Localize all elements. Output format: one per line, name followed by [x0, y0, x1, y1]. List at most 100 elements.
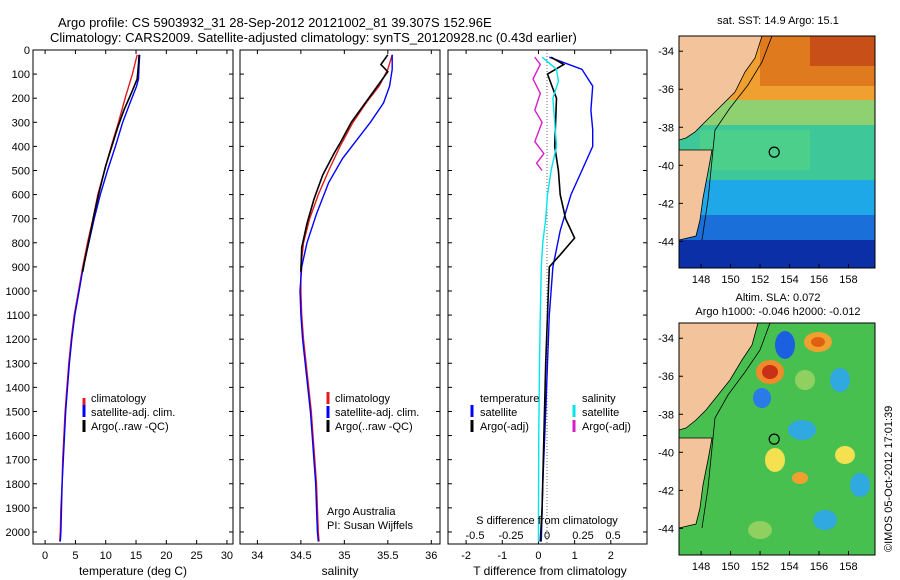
depth-tick-label: 600: [12, 190, 30, 202]
lat-tick-label: -42: [658, 198, 674, 210]
depth-tick-label: 100: [12, 69, 30, 81]
x-tick-label: -2: [461, 550, 471, 562]
temperature-xlabel: temperature (deg C): [79, 564, 187, 578]
legend-satellite-label: satellite-adj. clim.: [91, 407, 175, 419]
x-tick-label: 36: [425, 550, 437, 562]
legend-s-argo-label: Argo(-adj): [582, 421, 631, 433]
lat-tick-label: -34: [658, 333, 674, 345]
depth-tick-label: 800: [12, 238, 30, 250]
salinity-axes: [239, 49, 441, 545]
sst-map-axes: [678, 35, 876, 269]
t-difference-xlabel: T difference from climatology: [473, 564, 627, 578]
x-tick-label: 15: [130, 550, 142, 562]
depth-tick-label: 1900: [6, 503, 30, 515]
difference-panel: -2 -1 0 1 2 -0.5 -0.25 0 0.25 0.5 temperature sa…: [447, 49, 648, 578]
s-tick-label: -0.25: [498, 530, 523, 542]
imos-side-label: ©IMOS 05-Oct-2012 17:01:39: [883, 406, 895, 552]
temperature-legend: climatology satellite-adj. clim. Argo(..…: [82, 393, 175, 433]
depth-tick-label: 300: [12, 117, 30, 129]
x-tick-label: 5: [72, 550, 78, 562]
sst-land: [679, 36, 763, 141]
lon-tick-label: 152: [751, 274, 769, 286]
series-line-argo-raw-qc-: [81, 54, 140, 272]
lon-tick-label: 158: [839, 274, 857, 286]
legend-climatology-label: climatology: [335, 393, 391, 405]
x-tick-label: -1: [497, 550, 507, 562]
depth-tick-label: 1300: [6, 358, 30, 370]
lat-tick-label: -38: [658, 122, 674, 134]
depth-tick-label: 1700: [6, 455, 30, 467]
lon-tick-label: 152: [751, 561, 769, 573]
x-tick-label: 1: [572, 550, 578, 562]
lat-tick-label: -44: [658, 523, 674, 535]
salinity-profiles: [299, 54, 393, 542]
series-line-s-satellite: [537, 56, 560, 542]
s-difference-ticks: -0.5 -0.25 0 0.25 0.5: [466, 530, 621, 542]
x-tick-label: 34.5: [290, 550, 311, 562]
t-difference-ticks: -2 -1 0 1 2: [461, 50, 614, 562]
x-tick-label: 25: [191, 550, 203, 562]
lon-tick-label: 150: [721, 274, 739, 286]
x-tick-label: 35.5: [377, 550, 398, 562]
depth-tick-label: 1500: [6, 406, 30, 418]
sst-land-south: [679, 149, 713, 241]
depth-tick-label: 1100: [6, 310, 30, 322]
depth-tick-label: 1400: [6, 382, 30, 394]
lat-tick-label: -36: [658, 371, 674, 383]
lat-tick-label: -38: [658, 409, 674, 421]
x-tick-label: 35: [338, 550, 350, 562]
depth-tick-label: 1000: [6, 286, 30, 298]
legend-temperature-title: temperature: [480, 393, 539, 405]
lon-tick-label: 148: [692, 274, 710, 286]
difference-axes: [447, 49, 648, 545]
legend-salinity-title: salinity: [582, 393, 616, 405]
lat-tick-label: -40: [658, 160, 674, 172]
x-tick-label: 0: [42, 550, 48, 562]
depth-tick-label: 700: [12, 214, 30, 226]
legend-t-satellite-label: satellite: [480, 407, 517, 419]
series-line-climatology: [59, 54, 138, 542]
sst-map-title: sat. SST: 14.9 Argo: 15.1: [717, 15, 839, 27]
lat-tick-label: -36: [658, 84, 674, 96]
depth-tick-label: 500: [12, 165, 30, 177]
legend-argo-label: Argo(..raw -QC): [335, 421, 413, 433]
sla-map-title: Altim. SLA: 0.072: [736, 292, 821, 304]
series-line-t-argo-adj-: [539, 56, 576, 542]
depth-tick-label: 2000: [6, 527, 30, 539]
sla-depth-contour: [701, 323, 771, 529]
sst-argo-position-marker: [768, 146, 780, 158]
x-tick-label: 10: [100, 550, 112, 562]
depth-tick-label: 1200: [6, 334, 30, 346]
sla-land: [679, 323, 759, 431]
temperature-profiles: [59, 54, 141, 542]
depth-tick-label: 0: [24, 45, 30, 57]
salinity-panel: 34 34.5 35 35.5 36 climatology satellite-adj…: [239, 49, 441, 578]
series-line-s-argo-adj-: [532, 56, 545, 171]
lat-tick-label: -40: [658, 447, 674, 459]
sla-argo-position-marker: [768, 433, 780, 445]
legend-t-argo-label: Argo(-adj): [480, 421, 529, 433]
x-tick-label: 2: [608, 550, 614, 562]
lon-tick-label: 154: [780, 274, 798, 286]
s-tick-label: -0.5: [466, 530, 485, 542]
x-tick-label: 20: [160, 550, 172, 562]
lon-tick-label: 158: [839, 561, 857, 573]
salinity-depth-ticks: [240, 49, 440, 533]
temperature-axes: [32, 49, 234, 545]
sst-depth-contour: [701, 36, 773, 241]
series-line-satellite-adj-clim-: [299, 54, 393, 542]
temperature-panel: 0100200300400500600700800900100011001200…: [6, 45, 234, 578]
sla-map-axes: [678, 322, 876, 556]
series-line-t-satellite: [540, 56, 594, 542]
sst-map-field: [679, 36, 875, 268]
x-tick-label: 30: [221, 550, 233, 562]
sla-map-title2: Argo h1000: -0.046 h2000: -0.012: [695, 306, 860, 318]
annotation-argo-australia: Argo Australia: [327, 506, 396, 518]
difference-depth-ticks: [448, 49, 647, 533]
series-line-satellite-adj-clim-: [59, 54, 141, 542]
legend-satellite-label: satellite-adj. clim.: [335, 407, 419, 419]
lat-tick-label: -44: [658, 236, 674, 248]
legend-climatology-label: climatology: [91, 393, 147, 405]
legend-s-satellite-label: satellite: [582, 407, 619, 419]
lon-tick-label: 148: [692, 561, 710, 573]
